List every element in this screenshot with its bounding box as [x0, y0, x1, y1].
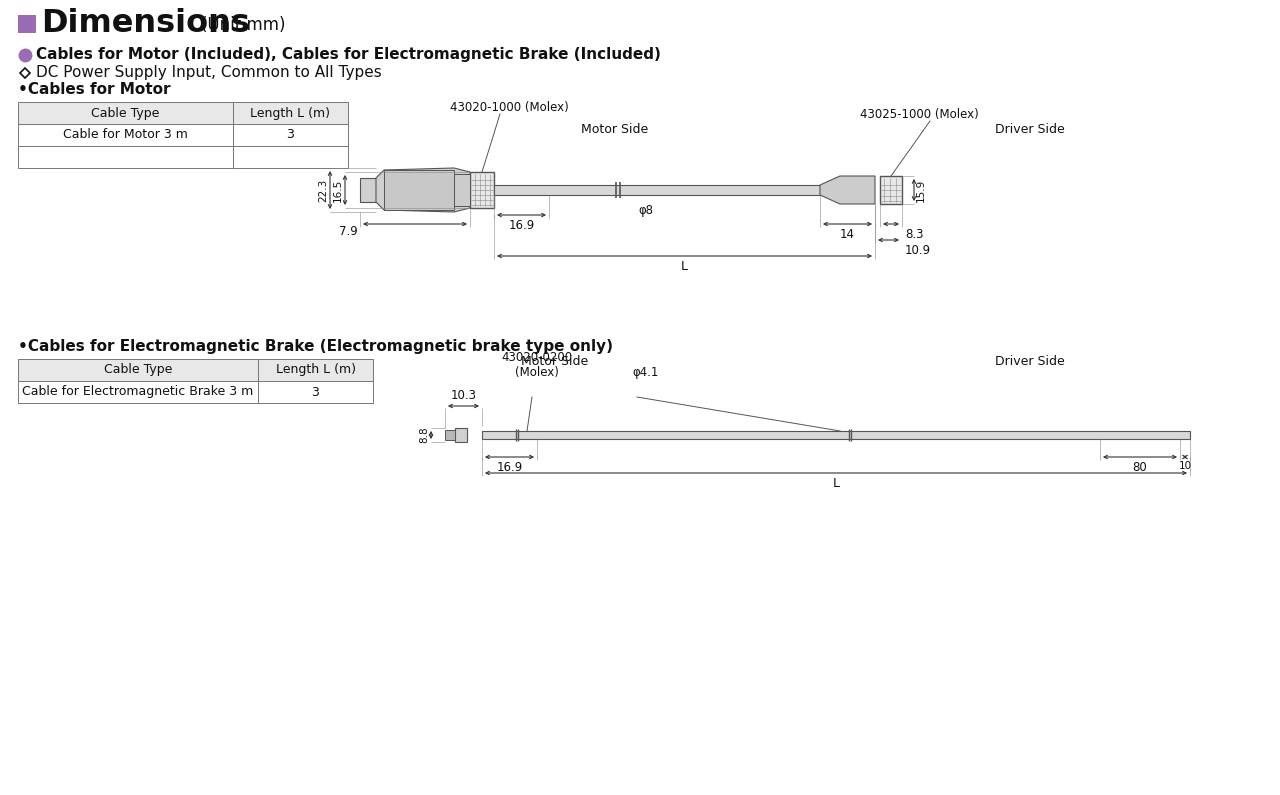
Bar — [384, 170, 454, 210]
Text: 14: 14 — [840, 228, 855, 241]
Text: 16.9: 16.9 — [508, 219, 535, 232]
Bar — [360, 178, 376, 202]
Text: Dimensions: Dimensions — [41, 9, 250, 40]
Text: 7.9: 7.9 — [339, 225, 358, 238]
Text: (Unit mm): (Unit mm) — [201, 16, 285, 34]
Polygon shape — [376, 168, 470, 212]
Bar — [483, 431, 1190, 439]
Text: 10: 10 — [1179, 461, 1192, 471]
Bar — [259, 359, 372, 381]
Text: 8.3: 8.3 — [905, 228, 923, 241]
Text: Cable Type: Cable Type — [91, 107, 160, 119]
Text: 15.9: 15.9 — [916, 178, 925, 202]
Text: Cable for Electromagnetic Brake 3 m: Cable for Electromagnetic Brake 3 m — [22, 386, 253, 398]
Bar — [881, 176, 902, 204]
Bar — [18, 359, 259, 381]
Bar — [233, 146, 348, 168]
Text: Driver Side: Driver Side — [995, 123, 1065, 136]
Text: L: L — [681, 260, 689, 273]
Text: 3: 3 — [311, 386, 320, 398]
Bar — [454, 428, 467, 442]
Bar — [18, 102, 233, 124]
Text: 22.3: 22.3 — [317, 178, 328, 202]
Text: Motor Side: Motor Side — [521, 355, 589, 368]
Bar — [470, 172, 494, 208]
Bar — [18, 146, 233, 168]
Polygon shape — [20, 68, 29, 78]
Bar — [259, 381, 372, 403]
Text: Driver Side: Driver Side — [995, 355, 1065, 368]
Polygon shape — [820, 176, 876, 204]
Text: 43020-0200
(Molex): 43020-0200 (Molex) — [502, 351, 572, 379]
Text: 16.9: 16.9 — [497, 461, 522, 474]
Text: 43020-1000 (Molex): 43020-1000 (Molex) — [451, 101, 568, 114]
Text: Cable for Motor 3 m: Cable for Motor 3 m — [63, 129, 188, 142]
Bar — [494, 185, 820, 195]
Bar — [18, 381, 259, 403]
Bar — [454, 174, 470, 206]
Text: 3: 3 — [287, 129, 294, 142]
Text: 8.8: 8.8 — [419, 427, 429, 444]
Text: 80: 80 — [1133, 461, 1147, 474]
Bar — [18, 15, 36, 33]
Text: 10.3: 10.3 — [451, 389, 476, 402]
Text: DC Power Supply Input, Common to All Types: DC Power Supply Input, Common to All Typ… — [36, 65, 381, 80]
Bar — [445, 430, 454, 440]
Text: Motor Side: Motor Side — [581, 123, 649, 136]
Text: •Cables for Motor: •Cables for Motor — [18, 83, 170, 98]
Bar — [233, 102, 348, 124]
Text: •Cables for Electromagnetic Brake (Electromagnetic brake type only): •Cables for Electromagnetic Brake (Elect… — [18, 339, 613, 355]
Text: Length L (m): Length L (m) — [251, 107, 330, 119]
Text: φ8: φ8 — [637, 204, 653, 217]
Text: φ4.1: φ4.1 — [632, 366, 658, 379]
Bar — [233, 124, 348, 146]
Text: Cables for Motor (Included), Cables for Electromagnetic Brake (Included): Cables for Motor (Included), Cables for … — [36, 48, 660, 63]
Text: 16.5: 16.5 — [333, 178, 343, 202]
Text: 10.9: 10.9 — [905, 244, 931, 257]
Text: Cable Type: Cable Type — [104, 363, 173, 377]
Text: L: L — [832, 477, 840, 490]
Text: 43025-1000 (Molex): 43025-1000 (Molex) — [860, 108, 979, 121]
Bar — [18, 124, 233, 146]
Text: Length L (m): Length L (m) — [275, 363, 356, 377]
